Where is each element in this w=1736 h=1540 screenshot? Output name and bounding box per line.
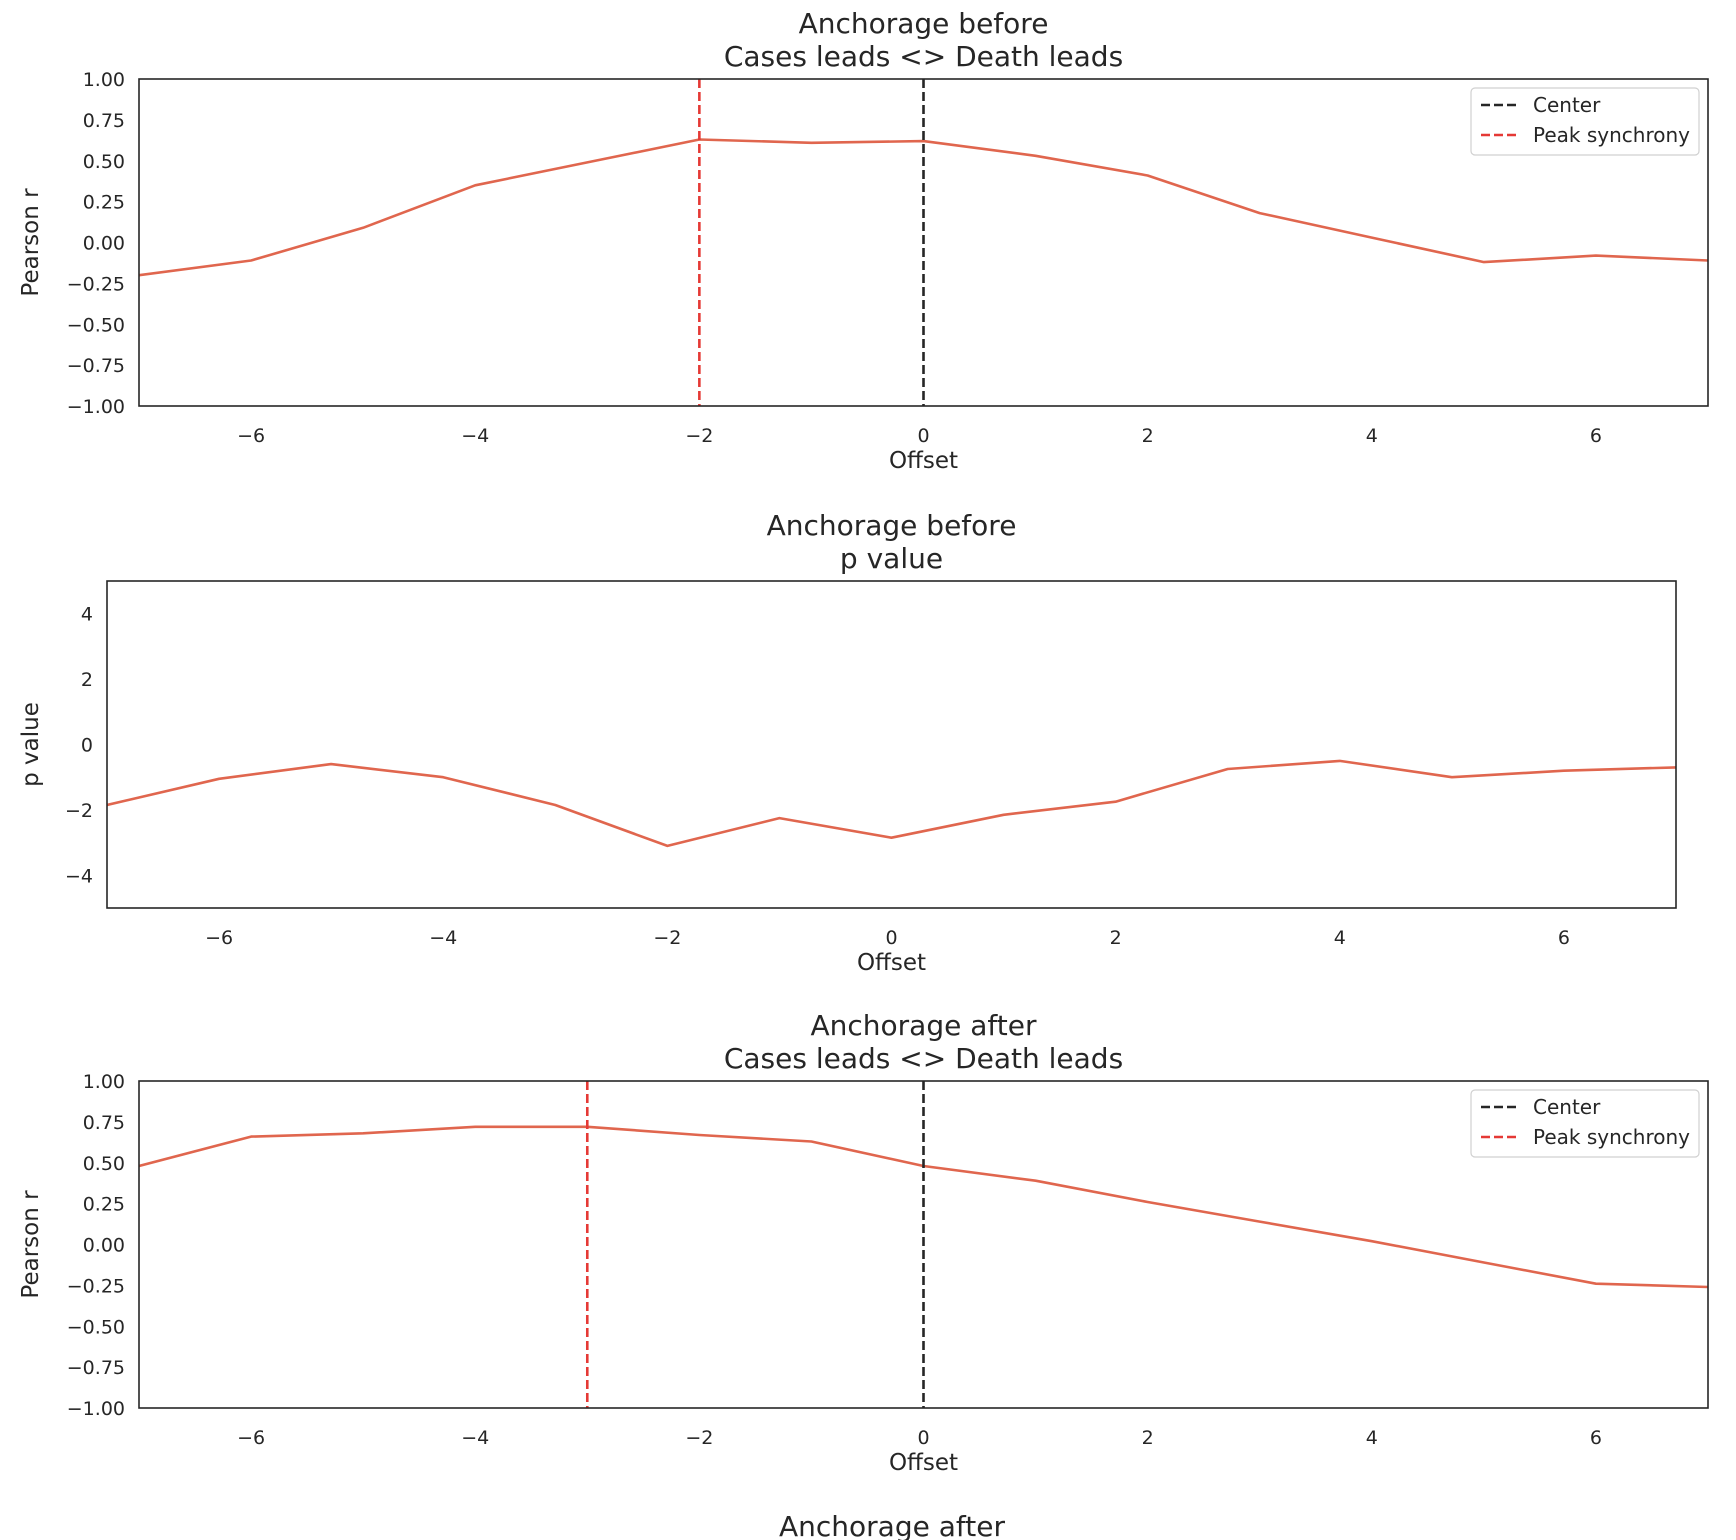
x-tick-label: 4 xyxy=(1366,1427,1378,1449)
x-tick-label: −4 xyxy=(429,927,457,949)
y-tick-label: 2 xyxy=(81,669,93,691)
x-tick-label: −6 xyxy=(237,1427,265,1449)
x-tick-label: 4 xyxy=(1334,927,1346,949)
x-tick-label: 2 xyxy=(1142,425,1154,447)
y-tick-label: −0.50 xyxy=(67,314,125,336)
y-tick-label: 0.50 xyxy=(83,1153,125,1175)
chart-title: Anchorage before xyxy=(767,509,1017,542)
plot-area xyxy=(139,1081,1708,1408)
x-tick-label: 4 xyxy=(1366,425,1378,447)
x-tick-label: −6 xyxy=(237,425,265,447)
y-tick-label: 0.50 xyxy=(83,151,125,173)
y-axis-label: Pearson r xyxy=(18,1190,44,1299)
y-tick-label: −1.00 xyxy=(67,396,125,418)
y-tick-label: −4 xyxy=(65,865,93,887)
x-axis-label: Offset xyxy=(889,448,958,474)
x-tick-label: −2 xyxy=(653,927,681,949)
axes-frame xyxy=(106,580,1677,909)
y-tick-label: 0.75 xyxy=(83,1112,125,1134)
x-tick-label: 6 xyxy=(1590,1427,1602,1449)
y-tick-label: 4 xyxy=(81,604,93,626)
chart-title: Anchorage after xyxy=(779,1510,1005,1540)
legend-box xyxy=(1470,1089,1700,1158)
legend-box xyxy=(1470,87,1700,156)
chart-title: p value xyxy=(840,542,943,575)
legend: Center Peak synchrony xyxy=(1470,87,1700,156)
y-tick-label: 0.25 xyxy=(83,192,125,214)
x-tick-label: 0 xyxy=(885,927,897,949)
x-tick-label: −2 xyxy=(685,1427,713,1449)
y-axis-label: p value xyxy=(18,702,44,787)
x-tick-label: 2 xyxy=(1110,927,1122,949)
plot-area xyxy=(139,79,1708,406)
chart-title: Cases leads <> Death leads xyxy=(724,40,1123,73)
x-axis-label: Offset xyxy=(889,1450,958,1476)
y-tick-label: 0 xyxy=(81,735,93,757)
legend-label-2: Peak synchrony xyxy=(1533,123,1690,147)
x-tick-label: 0 xyxy=(917,1427,929,1449)
series-line-1 xyxy=(139,138,1708,277)
y-tick-label: −0.50 xyxy=(67,1316,125,1338)
y-axis-label: Pearson r xyxy=(18,188,44,297)
series-line-1 xyxy=(107,759,1676,848)
x-tick-label: 6 xyxy=(1558,927,1570,949)
x-tick-label: 6 xyxy=(1590,425,1602,447)
y-tick-label: −2 xyxy=(65,800,93,822)
axes-frame xyxy=(138,1080,1709,1409)
y-tick-label: 0.00 xyxy=(83,1235,125,1257)
y-tick-label: −1.00 xyxy=(67,1398,125,1420)
x-axis-label: Offset xyxy=(857,950,926,976)
y-tick-label: −0.25 xyxy=(67,1275,125,1297)
chart-title: Anchorage after xyxy=(811,1009,1037,1042)
chart-title: Cases leads <> Death leads xyxy=(724,1042,1123,1075)
chart-panel-4: Anchorage after xyxy=(779,1510,1005,1540)
x-tick-label: −2 xyxy=(685,425,713,447)
legend: Center Peak synchrony xyxy=(1470,1089,1700,1158)
y-tick-label: 0.00 xyxy=(83,233,125,255)
legend-label-1: Center xyxy=(1533,93,1601,117)
y-tick-label: 1.00 xyxy=(83,1071,125,1093)
chart-title: Anchorage before xyxy=(799,7,1049,40)
y-tick-label: 0.25 xyxy=(83,1194,125,1216)
legend-label-1: Center xyxy=(1533,1095,1601,1119)
y-tick-label: 1.00 xyxy=(83,69,125,91)
x-tick-label: 2 xyxy=(1142,1427,1154,1449)
y-tick-label: −0.75 xyxy=(67,355,125,377)
x-tick-label: −4 xyxy=(461,1427,489,1449)
y-tick-label: −0.25 xyxy=(67,273,125,295)
y-tick-label: 0.75 xyxy=(83,110,125,132)
x-tick-label: −6 xyxy=(205,927,233,949)
x-tick-label: −4 xyxy=(461,425,489,447)
y-tick-label: −0.75 xyxy=(67,1357,125,1379)
legend-label-2: Peak synchrony xyxy=(1533,1125,1690,1149)
axes-frame xyxy=(138,78,1709,407)
x-tick-label: 0 xyxy=(917,425,929,447)
plot-area xyxy=(107,759,1676,848)
